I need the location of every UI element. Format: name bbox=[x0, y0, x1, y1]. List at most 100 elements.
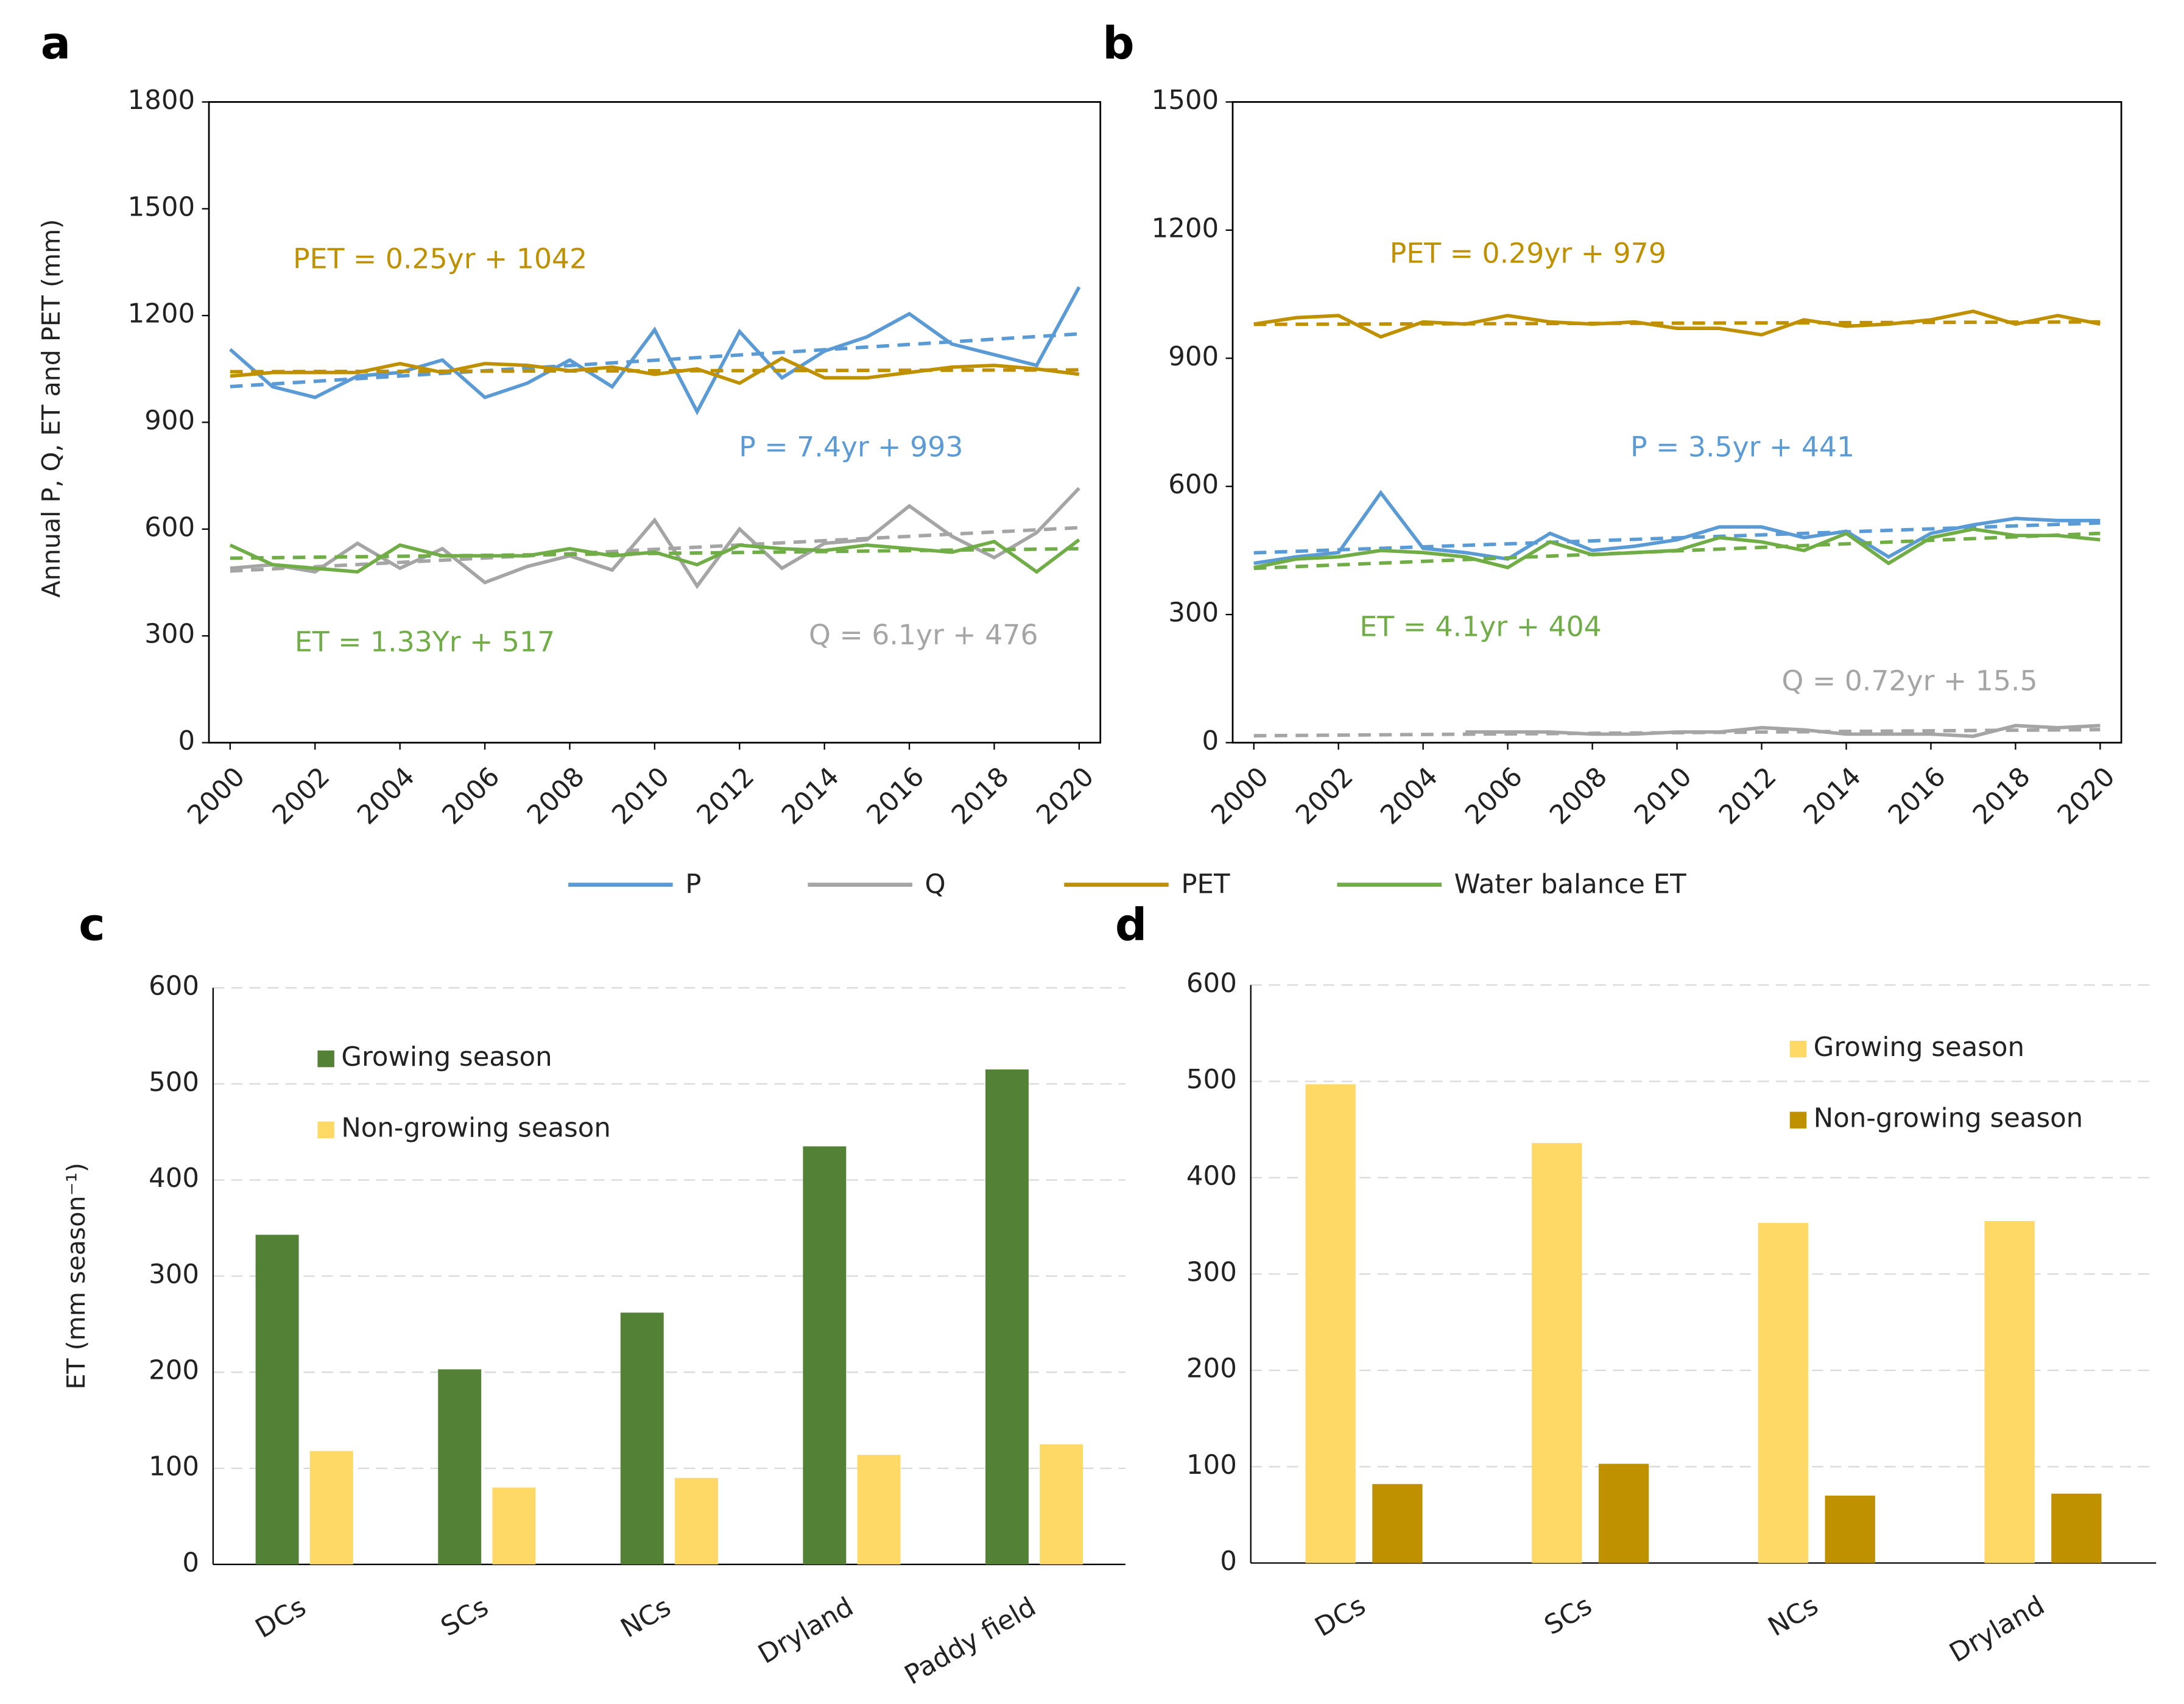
y-tick-label: 500 bbox=[1186, 1065, 1237, 1095]
x-tick-label: 2016 bbox=[1883, 761, 1952, 831]
y-tick-label: 1800 bbox=[128, 85, 196, 116]
x-tick-label: 2004 bbox=[1375, 761, 1444, 831]
x-tick-label: 2014 bbox=[776, 761, 845, 831]
y-tick-label: 400 bbox=[149, 1163, 199, 1194]
bar bbox=[675, 1477, 718, 1565]
bar bbox=[1825, 1495, 1875, 1563]
y-tick-label: 1500 bbox=[1152, 85, 1219, 116]
trend-line bbox=[230, 526, 1080, 573]
data-line bbox=[1253, 527, 2101, 569]
x-tick-label: 2012 bbox=[691, 761, 761, 831]
panel-letter: c bbox=[79, 900, 105, 951]
x-tick-label: 2010 bbox=[1629, 761, 1698, 831]
bar bbox=[803, 1146, 847, 1565]
x-tick-label: 2018 bbox=[1967, 761, 2037, 831]
legend-label: PET bbox=[1181, 870, 1230, 900]
bar bbox=[1984, 1220, 2035, 1563]
legend-swatch bbox=[1789, 1111, 1807, 1128]
y-tick-label: 500 bbox=[149, 1067, 199, 1097]
x-tick-label: 2020 bbox=[2052, 761, 2121, 831]
x-tick-label: 2014 bbox=[1798, 761, 1867, 831]
bar bbox=[438, 1369, 482, 1565]
trend-equation: P = 3.5yr + 441 bbox=[1630, 431, 1855, 463]
legend-label: Growing season bbox=[341, 1042, 552, 1072]
trend-equation: PET = 0.25yr + 1042 bbox=[293, 243, 587, 275]
x-tick-label: DCs bbox=[1310, 1590, 1371, 1643]
y-tick-label: 600 bbox=[144, 512, 195, 543]
y-tick-label: 300 bbox=[1168, 598, 1219, 628]
x-tick-label: 2002 bbox=[1290, 761, 1359, 831]
y-tick-label: 0 bbox=[1202, 726, 1219, 756]
x-tick-label: SCs bbox=[436, 1592, 494, 1643]
trend-equation: ET = 4.1yr + 404 bbox=[1359, 610, 1601, 643]
x-tick-label: NCs bbox=[1763, 1590, 1823, 1642]
x-tick-label: DCs bbox=[250, 1592, 311, 1645]
y-tick-label: 100 bbox=[149, 1451, 199, 1482]
trend-equation: ET = 1.33Yr + 517 bbox=[295, 626, 555, 658]
bar bbox=[2051, 1493, 2102, 1563]
x-tick-label: 2016 bbox=[861, 761, 931, 831]
legend-label: Non-growing season bbox=[1814, 1104, 2084, 1134]
y-tick-label: 300 bbox=[144, 619, 195, 650]
x-tick-label: Dryland bbox=[1945, 1590, 2050, 1669]
legend-swatch bbox=[1789, 1040, 1807, 1058]
trend-equation: Q = 6.1yr + 476 bbox=[809, 619, 1038, 651]
panel-letter: b bbox=[1102, 18, 1134, 69]
data-line bbox=[1253, 309, 2101, 339]
trend-line bbox=[230, 332, 1080, 389]
y-tick-label: 0 bbox=[1220, 1546, 1237, 1577]
data-line bbox=[230, 356, 1080, 386]
data-line bbox=[1253, 490, 2101, 565]
y-axis-label: Annual P, Q, ET and PET (mm) bbox=[37, 219, 66, 598]
bar bbox=[1598, 1463, 1649, 1563]
y-tick-label: 600 bbox=[1168, 470, 1219, 500]
x-tick-label: 2010 bbox=[607, 761, 676, 831]
x-tick-label: 2002 bbox=[267, 761, 336, 831]
y-tick-label: 300 bbox=[1186, 1257, 1237, 1287]
legend-label: Water balance ET bbox=[1454, 870, 1686, 900]
panel-letter: a bbox=[41, 18, 71, 69]
x-tick-label: 2004 bbox=[351, 761, 421, 831]
bar bbox=[1040, 1444, 1083, 1565]
legend-label: P bbox=[685, 870, 701, 900]
trend-equation: PET = 0.29yr + 979 bbox=[1390, 238, 1666, 270]
bar bbox=[1532, 1142, 1582, 1563]
bar bbox=[309, 1451, 353, 1565]
data-line bbox=[229, 538, 1080, 574]
bar bbox=[620, 1312, 664, 1565]
y-tick-label: 600 bbox=[1186, 968, 1237, 999]
x-tick-label: SCs bbox=[1540, 1590, 1597, 1641]
y-axis-label: ET (mm season⁻¹) bbox=[62, 1163, 91, 1390]
trend-line bbox=[1253, 521, 2101, 555]
panel-letter: d bbox=[1115, 900, 1147, 951]
y-tick-label: 400 bbox=[1186, 1161, 1237, 1191]
x-tick-label: Paddy field bbox=[900, 1592, 1041, 1691]
bar bbox=[492, 1487, 536, 1565]
legend-label: Non-growing season bbox=[341, 1113, 611, 1144]
x-tick-label: 2000 bbox=[1205, 761, 1275, 831]
x-tick-label: 2006 bbox=[1459, 761, 1529, 831]
plot-frame bbox=[1231, 101, 2122, 744]
x-tick-label: 2018 bbox=[946, 761, 1015, 831]
x-tick-label: Dryland bbox=[753, 1592, 859, 1671]
y-tick-label: 600 bbox=[149, 971, 199, 1001]
y-tick-label: 1500 bbox=[128, 192, 196, 222]
y-tick-label: 0 bbox=[178, 726, 196, 756]
bar bbox=[1758, 1223, 1809, 1563]
y-tick-label: 200 bbox=[1186, 1354, 1237, 1384]
y-tick-label: 1200 bbox=[128, 299, 196, 329]
bar bbox=[857, 1454, 901, 1565]
bar bbox=[1305, 1084, 1356, 1563]
legend-swatch bbox=[317, 1121, 334, 1138]
bar bbox=[255, 1234, 299, 1565]
trend-line bbox=[230, 368, 1079, 374]
x-tick-label: 2006 bbox=[437, 761, 506, 831]
y-tick-label: 0 bbox=[182, 1547, 199, 1578]
bar bbox=[985, 1069, 1029, 1565]
legend-label: Growing season bbox=[1814, 1032, 2024, 1063]
legend-swatch bbox=[317, 1050, 334, 1068]
bar bbox=[1372, 1484, 1423, 1563]
x-tick-label: 2008 bbox=[521, 761, 591, 831]
y-tick-label: 900 bbox=[144, 406, 195, 436]
x-tick-label: 2000 bbox=[182, 761, 252, 831]
